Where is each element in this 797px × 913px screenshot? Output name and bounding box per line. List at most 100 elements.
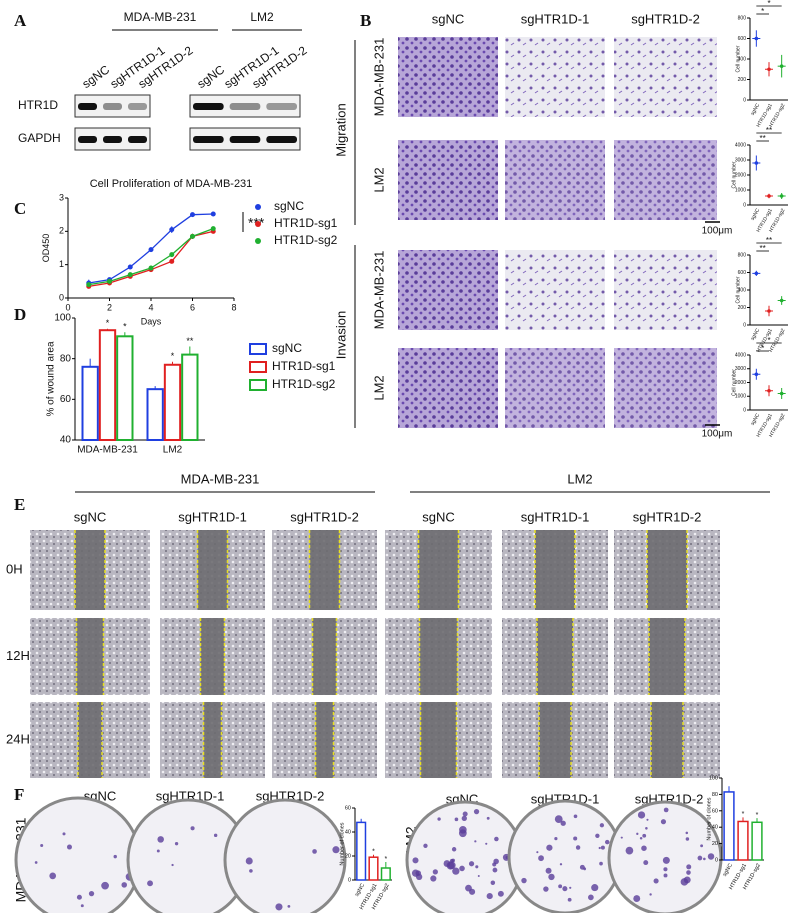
y-tick-label: 60	[712, 808, 718, 814]
colony	[567, 897, 572, 902]
y-tick-label: 40	[345, 829, 351, 835]
series-line	[88, 230, 214, 287]
colony	[636, 832, 639, 835]
wound-gap	[315, 702, 334, 778]
point	[210, 211, 216, 217]
row-label: GAPDH	[18, 131, 61, 145]
point	[779, 194, 784, 198]
colony	[600, 845, 605, 850]
colony	[660, 819, 667, 825]
x-tick-label: sgNC	[354, 883, 366, 898]
y-axis-label: Cell number	[731, 369, 737, 396]
point	[169, 227, 175, 233]
significance: *	[384, 856, 387, 863]
row-label: 24H	[6, 731, 30, 746]
legend-marker	[255, 204, 261, 210]
colony	[486, 892, 493, 900]
group-label: MDA-MB-231	[181, 471, 260, 486]
band	[193, 136, 224, 143]
band	[103, 136, 122, 143]
colony	[121, 882, 128, 888]
y-tick-label: 60	[60, 394, 72, 405]
x-tick-label: 2	[107, 302, 112, 312]
group-label: LM2	[250, 10, 274, 24]
point	[148, 247, 154, 253]
blot	[74, 94, 151, 118]
colony	[249, 869, 253, 873]
panel-label: A	[14, 11, 27, 30]
point	[169, 258, 175, 264]
significance: *	[106, 318, 110, 328]
significance: *	[761, 7, 764, 16]
row-label: MDA-MB-231	[371, 38, 386, 117]
y-axis-label: Number of clones	[339, 822, 345, 865]
point	[107, 278, 112, 284]
y-tick-label: 0	[743, 322, 746, 328]
y-tick-label: 0	[743, 97, 746, 103]
band	[266, 103, 297, 110]
wound-gap	[309, 530, 340, 610]
column-label: sgHTR1D-1	[521, 509, 590, 524]
micrograph	[398, 250, 498, 330]
colony	[101, 881, 109, 890]
micrograph	[505, 37, 605, 117]
colony	[569, 886, 572, 889]
point	[754, 271, 759, 276]
colony	[707, 853, 715, 860]
y-tick-label: 20	[712, 841, 718, 847]
colony	[663, 807, 669, 813]
colony	[633, 895, 641, 903]
micrograph	[398, 37, 498, 117]
column-label: sgHTR1D-1	[156, 788, 225, 803]
colony	[573, 836, 578, 841]
y-tick-label: 0	[59, 292, 64, 302]
x-tick-label: LM2	[163, 445, 183, 456]
micrograph	[505, 250, 605, 330]
x-tick-label: 0	[65, 302, 70, 312]
y-tick-label: 800	[738, 252, 747, 258]
x-tick-label: 4	[148, 302, 153, 312]
colony	[599, 823, 605, 828]
colony	[113, 854, 117, 859]
colony	[451, 847, 457, 852]
bar	[116, 335, 134, 441]
colony	[80, 904, 84, 908]
chart-title: Cell Proliferation of MDA-MB-231	[90, 178, 253, 190]
column-label: sgNC	[432, 11, 465, 26]
colony	[492, 867, 498, 873]
colony	[462, 811, 468, 817]
colony	[174, 842, 179, 846]
colony	[474, 840, 477, 843]
colony	[685, 831, 689, 835]
dish	[507, 799, 623, 913]
legend-marker	[249, 343, 267, 355]
colony	[663, 867, 668, 872]
group-label: MDA-MB-231	[124, 10, 197, 24]
column-label: sgNC	[74, 509, 107, 524]
micrograph	[614, 37, 717, 117]
colony	[575, 845, 581, 850]
significance: **	[766, 126, 772, 135]
y-tick-label: 600	[738, 270, 747, 276]
band	[128, 103, 147, 110]
point	[779, 298, 784, 303]
band	[229, 103, 261, 110]
significance: **	[760, 244, 766, 253]
significance: *	[756, 812, 759, 819]
colony	[147, 880, 153, 887]
legend-marker	[249, 379, 267, 391]
colony	[497, 890, 504, 897]
band	[193, 103, 224, 110]
colony	[485, 842, 488, 845]
legend-marker	[255, 221, 261, 227]
wound-gap	[203, 702, 222, 778]
colony	[452, 867, 460, 875]
lane-label: sgNC	[195, 62, 228, 91]
y-axis-label: Cell number	[735, 45, 741, 72]
y-tick-label: 4000	[735, 142, 746, 148]
colony	[66, 844, 72, 850]
column-label: sgHTR1D-2	[633, 509, 702, 524]
wound-gap	[647, 530, 687, 610]
band	[78, 136, 97, 143]
